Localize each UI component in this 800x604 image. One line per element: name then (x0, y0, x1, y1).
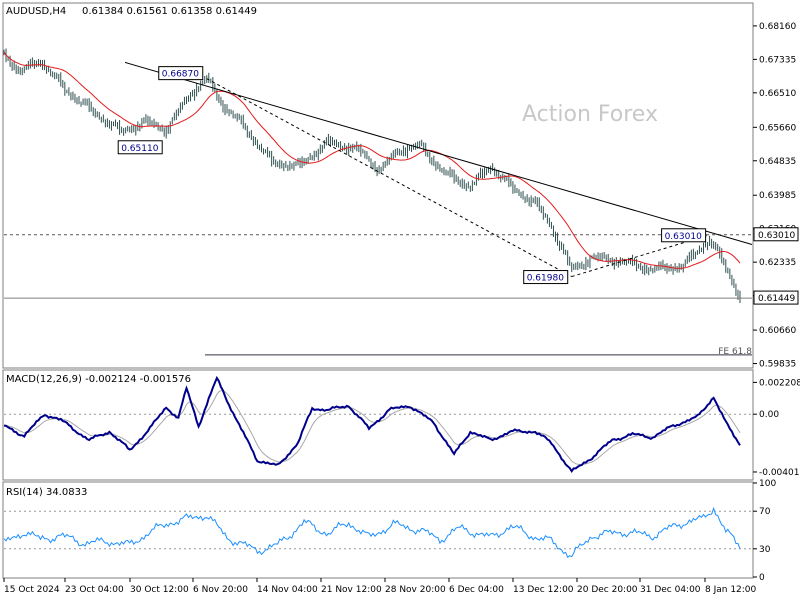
price-tick-label: 0.60660 (759, 326, 796, 336)
price-tick-label: 0.62335 (759, 258, 796, 268)
x-tick-label: 31 Dec 04:00 (640, 585, 701, 595)
price-tick-label: 0.68160 (759, 22, 796, 32)
axis-labels-layer: 0.68160 0.67335 0.66510 0.65660 0.64835 0.639… (3, 22, 800, 595)
symbol-title: AUDUSD,H4 (6, 6, 66, 17)
price-annotation-box (158, 66, 204, 81)
rsi-tick-label: 70 (759, 507, 771, 517)
rsi-series-layer (3, 506, 752, 559)
price-tick-label: 0.67335 (759, 55, 796, 65)
watermark-logo: Action Forex (522, 102, 658, 127)
price-series-layer: 0.66870 0.65110 0.61980 0.63010 (3, 48, 753, 356)
macd-panel-frame (2, 369, 754, 481)
x-tick-label: 23 Oct 04:00 (65, 585, 124, 595)
price-annotation-label: 0.65110 (121, 144, 158, 154)
x-tick-label: 8 Jan 12:00 (705, 585, 757, 595)
price-annotation-label: 0.66870 (162, 70, 199, 80)
macd-series-layer (3, 375, 752, 473)
x-tick-label: 28 Nov 20:00 (385, 585, 446, 595)
price-tag-label: 0.63010 (758, 231, 795, 241)
moving-average-line (3, 51, 741, 269)
x-tick-label: 6 Nov 20:00 (193, 585, 248, 595)
rsi-tick-label: 100 (759, 479, 776, 489)
rsi-title: RSI(14) 34.0833 (6, 487, 87, 498)
macd-signal-line (3, 390, 741, 466)
macd-tick-label: -0.004012 (759, 468, 800, 478)
price-annotation-box (117, 140, 163, 155)
price-tick-label: 0.63985 (759, 191, 796, 201)
price-tag (753, 290, 799, 305)
rsi-tick-label: 30 (759, 545, 771, 555)
price-annotation-box (523, 270, 569, 285)
x-tick-label: 20 Dec 20:00 (577, 585, 638, 595)
price-annotation-box (661, 228, 707, 243)
fe-label: FE 61.8 (718, 347, 752, 357)
rsi-panel-frame (2, 481, 754, 579)
x-tick-label: 14 Nov 04:00 (257, 585, 318, 595)
x-tick-label: 21 Nov 12:00 (321, 585, 382, 595)
macd-tick-label: 0.00 (759, 410, 779, 420)
x-tick-label: 6 Dec 04:00 (449, 585, 504, 595)
macd-main-line (3, 375, 741, 473)
price-panel-frame (2, 2, 754, 369)
price-tag (753, 227, 799, 242)
price-annotation-label: 0.61980 (527, 274, 564, 284)
x-tick-label: 13 Dec 12:00 (513, 585, 574, 595)
macd-tick-label: 0.002208 (759, 378, 800, 388)
price-tick-label: 0.66510 (759, 89, 796, 99)
x-tick-label: 30 Oct 12:00 (130, 585, 189, 595)
macd-title: MACD(12,26,9) -0.002124 -0.001576 (6, 374, 191, 385)
price-tick-label: 0.64835 (759, 157, 796, 167)
rsi-tick-label: 0 (759, 573, 765, 583)
price-tick-label: 0.59835 (759, 360, 796, 370)
price-tick-label: 0.65660 (759, 123, 796, 133)
descending-trendline (124, 61, 753, 245)
ohlc-values: 0.61384 0.61561 0.61358 0.61449 (82, 6, 257, 17)
price-annotation-label: 0.63010 (665, 232, 702, 242)
x-tick-label: 15 Oct 2024 (4, 585, 60, 595)
price-tag-label: 0.61449 (758, 294, 795, 304)
rsi-line (3, 506, 741, 559)
